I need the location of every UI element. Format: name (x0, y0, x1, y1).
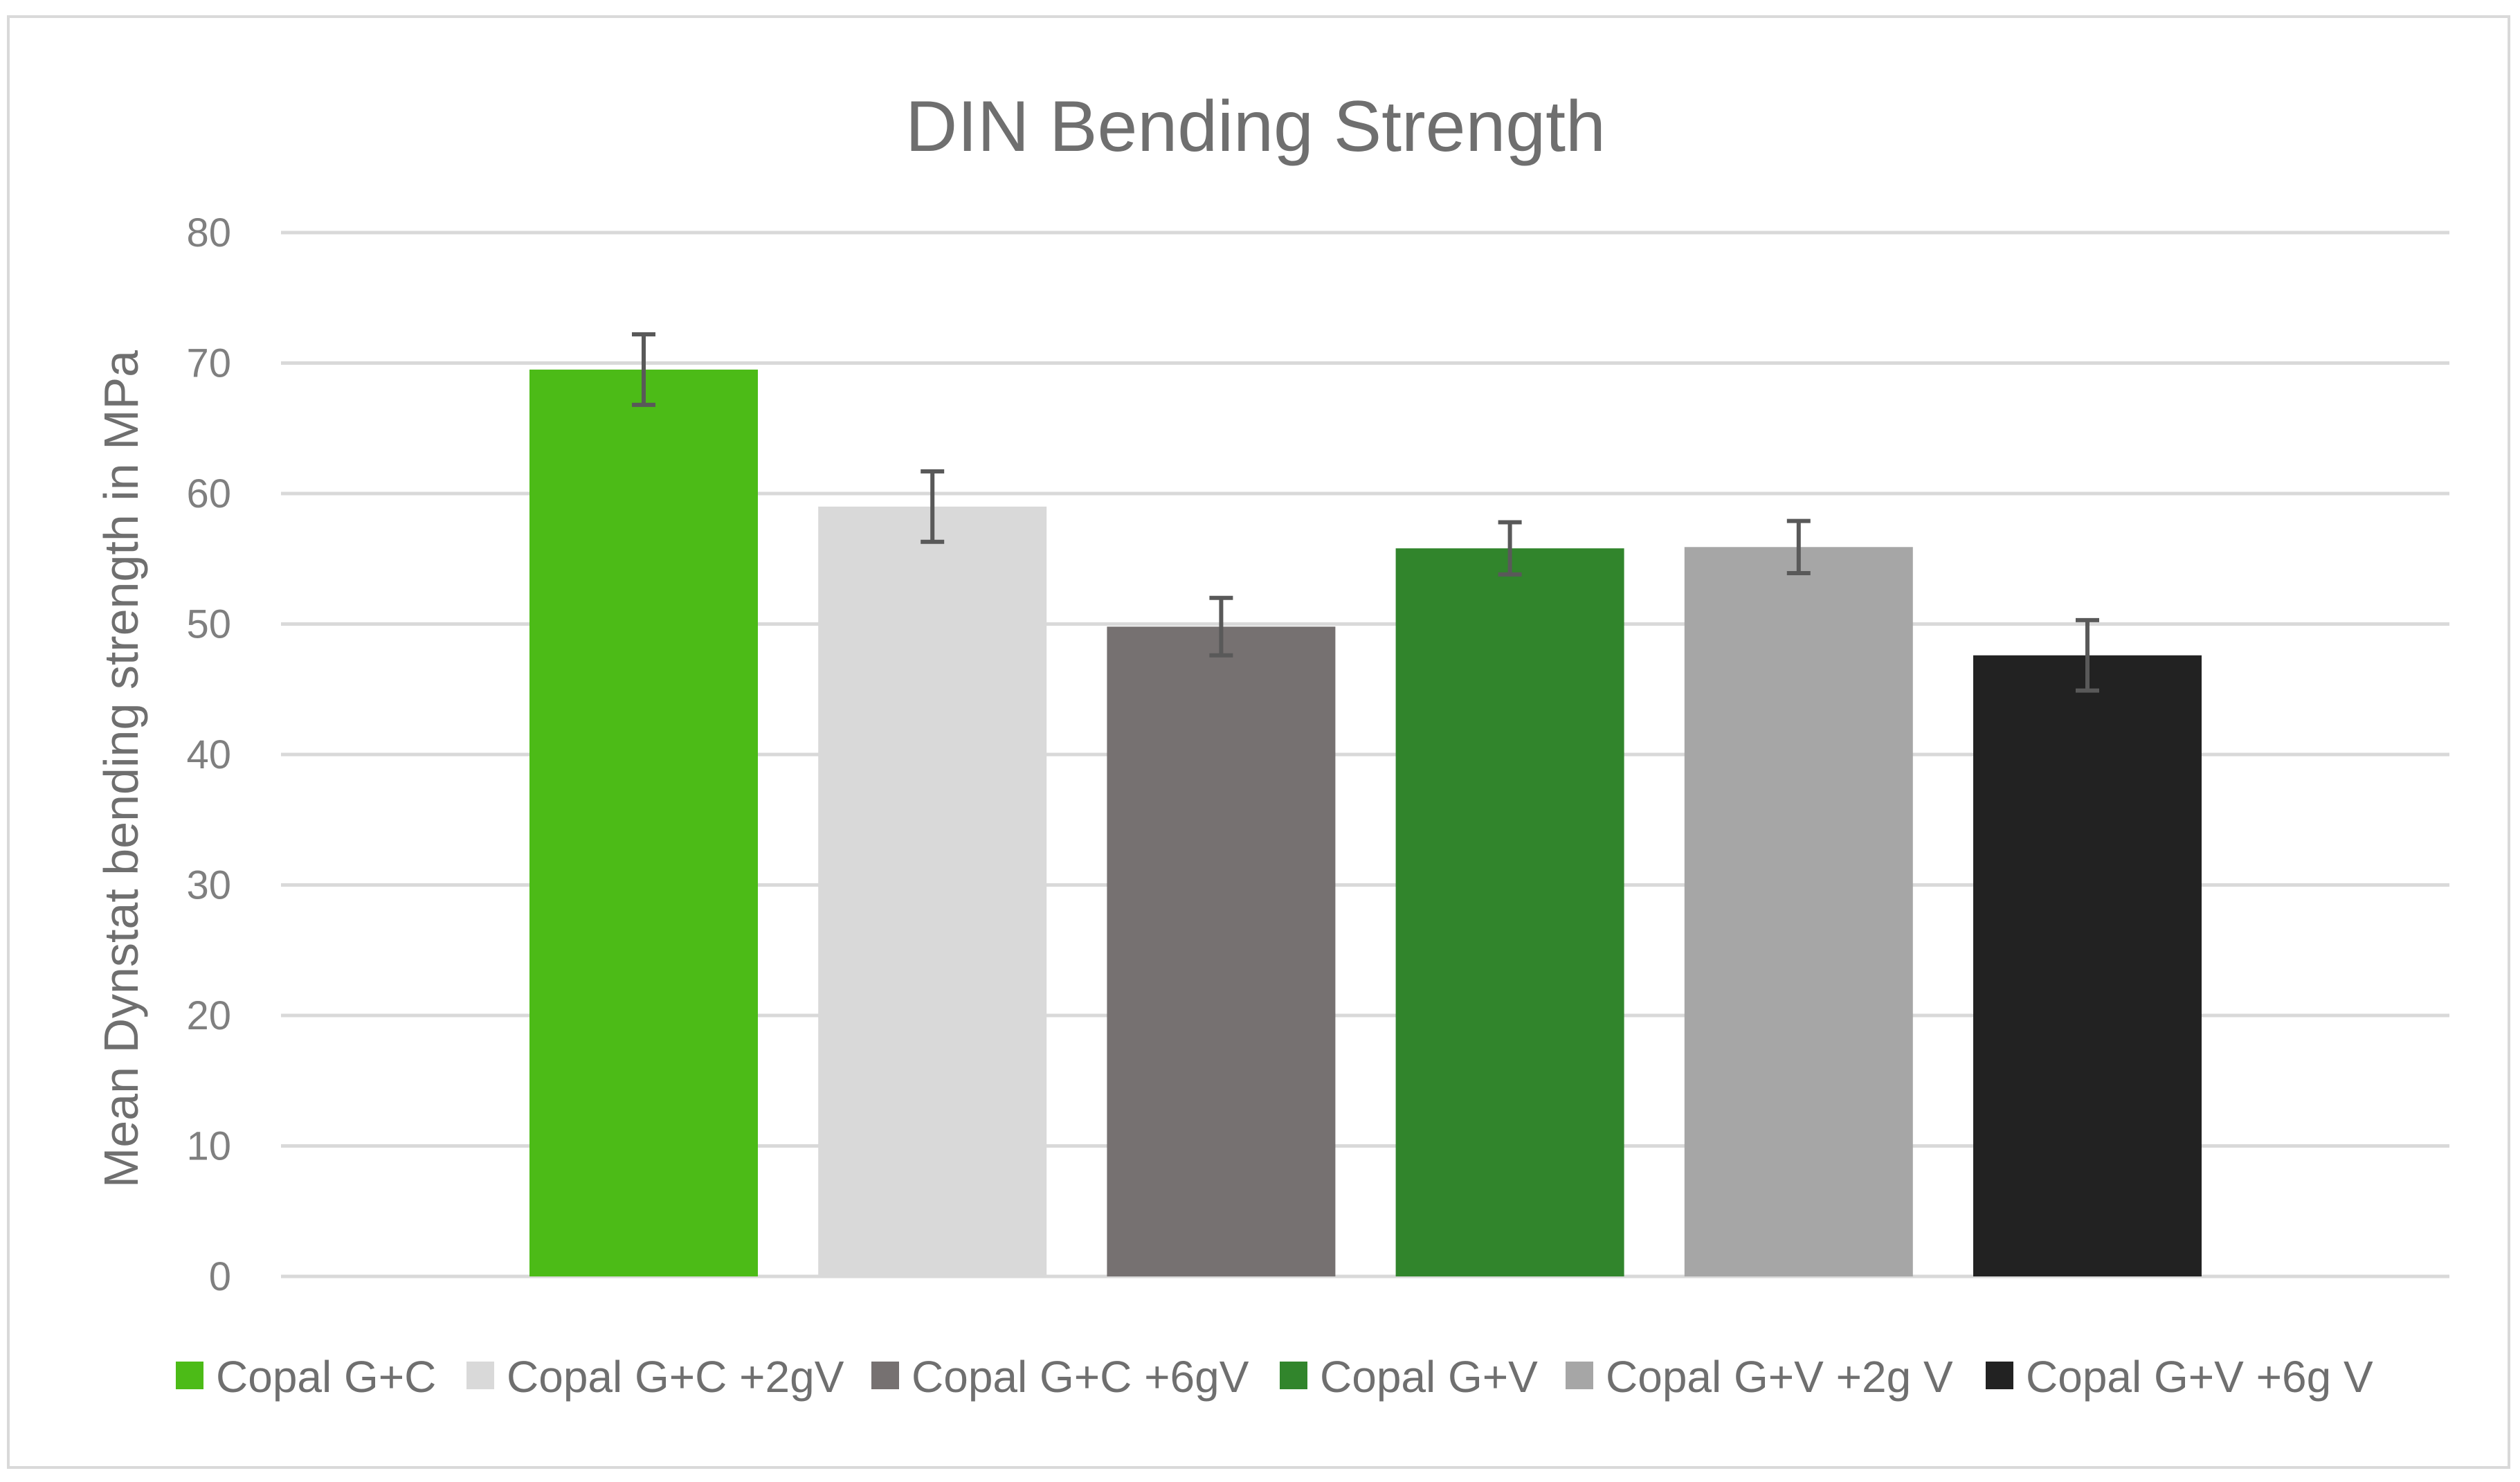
bar (1684, 547, 1913, 1277)
y-tick-label: 30 (186, 863, 231, 908)
error-bar (1209, 595, 1233, 658)
bar (1395, 548, 1624, 1277)
y-tick-label: 70 (186, 341, 231, 386)
legend-item: Copal G+C +2gV (466, 1352, 844, 1402)
legend-label: Copal G+V +2g V (1606, 1352, 1953, 1402)
y-tick-label: 20 (186, 993, 231, 1038)
legend: Copal G+C Copal G+C +2gV Copal G+C +6gV Cop… (176, 1352, 2373, 1402)
y-axis-label: Mean Dynstat bending strength in MPa (94, 350, 148, 1188)
legend-swatch (466, 1362, 494, 1389)
legend-label: Copal G+C (216, 1352, 436, 1402)
legend-label: Copal G+C +2gV (507, 1352, 844, 1402)
error-bar (1786, 518, 1811, 575)
bar-chart: DIN Bending Strength 0 10 20 30 40 50 60 70 80 M… (94, 87, 2449, 1402)
error-bar (921, 469, 945, 544)
y-tick-label: 10 (186, 1124, 231, 1169)
bar (1973, 655, 2202, 1276)
legend-label: Copal G+V +6g V (2026, 1352, 2373, 1402)
y-tick-label: 60 (186, 471, 231, 516)
legend-item: Copal G+C (176, 1352, 436, 1402)
error-bar (2076, 617, 2099, 693)
legend-label: Copal G+V (1320, 1352, 1538, 1402)
legend-item: Copal G+V +2g V (1566, 1352, 1953, 1402)
legend-item: Copal G+V (1280, 1352, 1538, 1402)
legend-item: Copal G+C +6gV (871, 1352, 1249, 1402)
legend-swatch (1986, 1362, 2013, 1389)
y-tick-label: 80 (186, 210, 231, 255)
y-tick-label: 0 (209, 1254, 231, 1299)
chart-title: DIN Bending Strength (905, 87, 1606, 167)
legend-swatch (1566, 1362, 1593, 1389)
chart-frame: DIN Bending Strength 0 10 20 30 40 50 60 70 80 M… (7, 15, 2510, 1469)
y-tick-label: 50 (186, 602, 231, 647)
bar (818, 506, 1047, 1276)
error-bar (1498, 520, 1522, 577)
bar (1107, 626, 1336, 1276)
error-bars (632, 332, 2099, 693)
bar (529, 369, 758, 1276)
legend-swatch (871, 1362, 899, 1389)
legend-label: Copal G+C +6gV (912, 1352, 1249, 1402)
legend-item: Copal G+V +6g V (1986, 1352, 2373, 1402)
error-bar (632, 332, 655, 407)
legend-swatch (176, 1362, 203, 1389)
legend-swatch (1280, 1362, 1307, 1389)
y-tick-label: 40 (186, 732, 231, 777)
y-axis-ticks: 0 10 20 30 40 50 60 70 80 (186, 210, 231, 1299)
bars (529, 369, 2202, 1277)
